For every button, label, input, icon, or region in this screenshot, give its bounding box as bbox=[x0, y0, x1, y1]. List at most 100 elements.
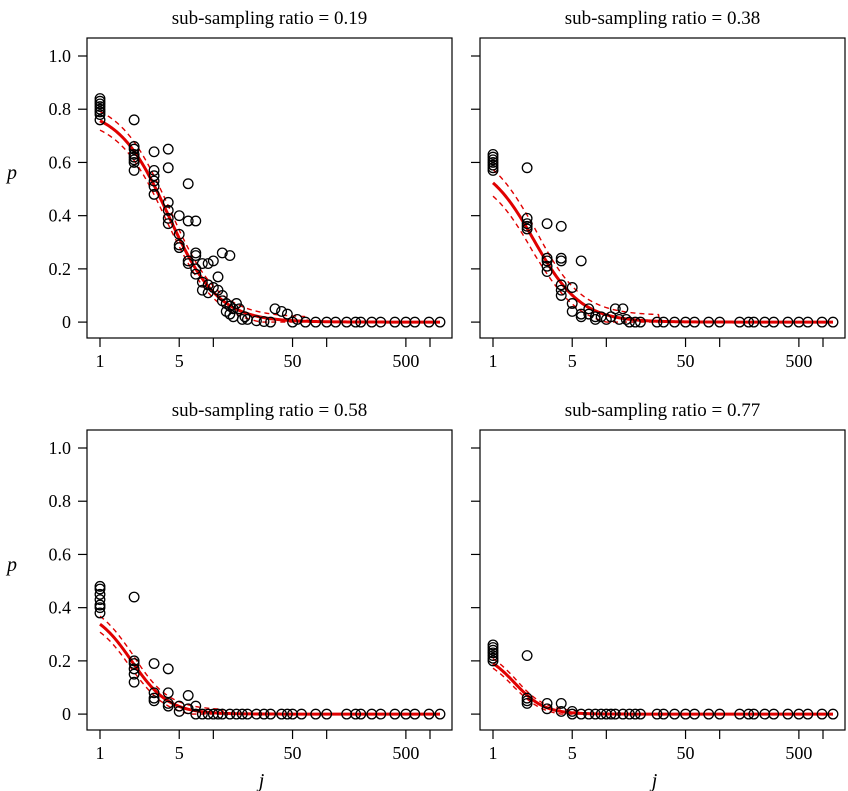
data-point bbox=[128, 156, 140, 168]
data-point bbox=[658, 316, 670, 328]
data-point bbox=[190, 700, 202, 712]
data-point bbox=[409, 316, 421, 328]
data-point bbox=[434, 316, 446, 328]
data-point bbox=[173, 210, 185, 222]
x-tick-label: 500 bbox=[785, 351, 812, 371]
data-point bbox=[555, 255, 567, 267]
data-point bbox=[94, 599, 106, 611]
panel-title: sub-sampling ratio = 0.58 bbox=[172, 400, 367, 421]
data-point bbox=[555, 252, 567, 264]
data-point bbox=[258, 316, 270, 328]
y-tick-label: 0.6 bbox=[49, 152, 72, 172]
data-point bbox=[541, 218, 553, 230]
plot-frame bbox=[86, 429, 453, 731]
data-point bbox=[94, 607, 106, 619]
data-point bbox=[487, 655, 499, 667]
data-point bbox=[651, 708, 663, 720]
data-point bbox=[487, 639, 499, 651]
data-point bbox=[575, 255, 587, 267]
data-point bbox=[128, 668, 140, 680]
y-tick-label: 0.8 bbox=[49, 99, 72, 119]
x-tick-label: 5 bbox=[175, 743, 184, 763]
data-point bbox=[265, 316, 277, 328]
data-point bbox=[521, 223, 533, 235]
x-tick-label: 500 bbox=[392, 743, 419, 763]
data-point bbox=[310, 316, 322, 328]
data-point bbox=[748, 316, 760, 328]
data-point bbox=[227, 303, 239, 315]
data-point bbox=[541, 260, 553, 272]
data-point bbox=[190, 708, 202, 720]
data-point bbox=[555, 279, 567, 291]
data-point bbox=[207, 255, 219, 267]
data-point bbox=[128, 151, 140, 163]
data-point bbox=[224, 250, 236, 262]
data-point bbox=[216, 247, 228, 259]
data-point bbox=[555, 698, 567, 709]
data-point bbox=[389, 316, 401, 328]
data-point bbox=[487, 156, 499, 168]
data-point bbox=[583, 308, 595, 320]
data-point bbox=[487, 151, 499, 163]
data-point bbox=[173, 228, 185, 240]
data-point bbox=[128, 141, 140, 152]
data-point bbox=[555, 705, 567, 717]
data-point bbox=[234, 303, 245, 315]
data-point bbox=[296, 708, 307, 720]
data-point bbox=[375, 316, 387, 328]
data-point bbox=[768, 708, 780, 720]
data-point bbox=[94, 602, 106, 614]
x-tick-label: 5 bbox=[568, 743, 577, 763]
data-point bbox=[148, 692, 160, 704]
data-point bbox=[487, 164, 499, 176]
fitted-curve bbox=[99, 622, 440, 716]
data-point bbox=[148, 146, 160, 158]
data-point bbox=[409, 708, 421, 720]
panel-4: sub-sampling ratio = 0.77 1 5 50 500 j bbox=[471, 400, 846, 791]
data-point bbox=[689, 316, 700, 328]
data-point bbox=[743, 708, 755, 720]
data-point bbox=[310, 708, 322, 720]
x-tick-label: 50 bbox=[284, 743, 302, 763]
data-point bbox=[566, 282, 578, 293]
data-point bbox=[190, 263, 202, 275]
data-point bbox=[330, 316, 342, 328]
data-point bbox=[281, 308, 293, 320]
data-point bbox=[190, 250, 202, 262]
data-point bbox=[521, 698, 533, 709]
data-point bbox=[128, 663, 140, 675]
data-point bbox=[148, 188, 160, 200]
data-point bbox=[94, 109, 106, 120]
confidence-band bbox=[99, 129, 440, 323]
x-tick-label: 50 bbox=[677, 743, 695, 763]
data-point bbox=[487, 154, 499, 166]
data-point bbox=[202, 279, 214, 291]
data-point bbox=[276, 306, 288, 317]
data-point bbox=[541, 255, 553, 267]
data-point bbox=[609, 303, 621, 315]
data-point bbox=[94, 594, 106, 606]
plot-frame bbox=[479, 429, 846, 731]
data-point bbox=[802, 708, 814, 720]
data-point bbox=[94, 101, 106, 113]
data-point bbox=[635, 316, 646, 328]
data-point bbox=[350, 708, 362, 720]
data-point bbox=[250, 708, 262, 720]
data-point bbox=[128, 655, 140, 667]
data-point bbox=[265, 708, 277, 720]
data-point bbox=[182, 178, 194, 190]
data-point bbox=[182, 690, 194, 701]
data-point bbox=[276, 708, 288, 720]
y-axis-label: p bbox=[5, 554, 17, 576]
data-point bbox=[196, 708, 208, 720]
data-point bbox=[224, 308, 236, 320]
data-point bbox=[148, 687, 160, 699]
data-point bbox=[521, 695, 533, 707]
data-point bbox=[566, 298, 578, 309]
data-point bbox=[128, 114, 140, 126]
fitted-curve bbox=[99, 119, 440, 324]
data-point bbox=[714, 316, 726, 328]
data-point bbox=[589, 313, 601, 325]
x-tick-label: 5 bbox=[175, 351, 184, 371]
data-point bbox=[94, 106, 106, 118]
